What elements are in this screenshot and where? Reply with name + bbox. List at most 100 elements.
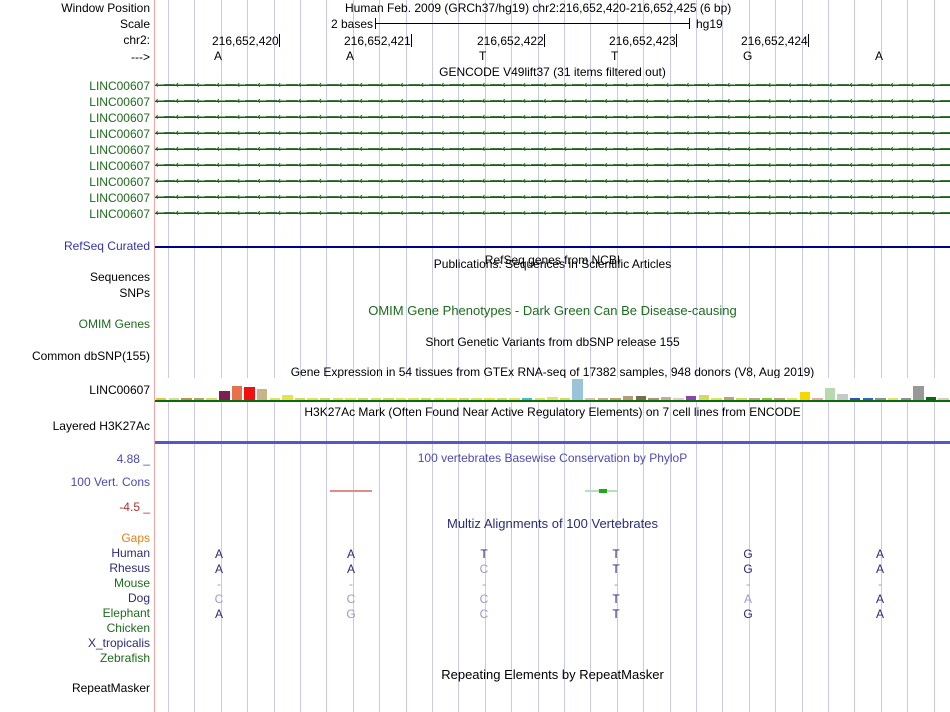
conservation-label[interactable]: 100 Vert. Cons — [70, 475, 150, 489]
gtex-tissue-bar[interactable] — [383, 398, 394, 400]
gtex-tissue-bar[interactable] — [206, 398, 217, 400]
gtex-tissue-bar[interactable] — [736, 398, 747, 400]
gtex-tissue-bar[interactable] — [534, 398, 545, 400]
repeatmasker-label[interactable]: RepeatMasker — [71, 681, 150, 695]
species-label-chicken[interactable]: Chicken — [106, 621, 150, 635]
dbsnp-label[interactable]: Common dbSNP(155) — [31, 349, 150, 363]
species-label-human[interactable]: Human — [111, 546, 150, 560]
gtex-tissue-bar[interactable] — [774, 398, 785, 400]
gtex-tissue-bar[interactable] — [660, 397, 672, 400]
gtex-tissue-bar[interactable] — [812, 398, 823, 400]
gtex-tissue-bar[interactable] — [900, 398, 911, 400]
gtex-tissue-bar[interactable] — [723, 397, 735, 400]
gtex-tissue-bar[interactable] — [610, 398, 621, 400]
gtex-tissue-bar[interactable] — [622, 396, 634, 400]
gtex-tissue-bar[interactable] — [294, 398, 306, 400]
gtex-tissue-bar[interactable] — [357, 398, 369, 400]
species-label-mouse[interactable]: Mouse — [113, 576, 150, 590]
gtex-tissue-bar[interactable] — [761, 398, 773, 400]
gtex-tissue-bar[interactable] — [686, 396, 697, 400]
conservation-plot[interactable] — [155, 443, 950, 515]
gtex-tissue-bar[interactable] — [786, 398, 798, 400]
gtex-tissue-bar[interactable] — [521, 398, 533, 400]
gtex-tissue-bar[interactable] — [850, 398, 861, 400]
gtex-tissue-bar[interactable] — [862, 398, 874, 400]
gtex-tissue-bar[interactable] — [913, 386, 924, 400]
gencode-gene-label[interactable]: LINC00607 — [89, 207, 150, 221]
gtex-tissue-bar[interactable] — [345, 398, 356, 400]
gtex-tissue-bar[interactable] — [887, 398, 899, 400]
gencode-gene-label[interactable]: LINC00607 — [89, 191, 150, 205]
gtex-tissue-bar[interactable] — [698, 395, 710, 400]
gtex-tissue-bar[interactable] — [484, 398, 495, 400]
gtex-tissue-bar[interactable] — [256, 389, 268, 400]
gtex-tissue-bar[interactable] — [370, 398, 381, 400]
gencode-gene-label[interactable]: LINC00607 — [89, 111, 150, 125]
gencode-gene-label[interactable]: LINC00607 — [89, 159, 150, 173]
gencode-gene-row[interactable]: ←──←──←──←──←──←──←──←──←──←──←──←──←──←… — [155, 111, 950, 124]
gencode-gene-label[interactable]: LINC00607 — [89, 175, 150, 189]
gtex-tissue-bar[interactable] — [711, 398, 722, 400]
gtex-tissue-bar[interactable] — [559, 398, 571, 400]
gtex-tissue-bar[interactable] — [875, 398, 886, 400]
gtex-tissue-bar[interactable] — [320, 398, 331, 400]
gencode-gene-row[interactable]: ←──←──←──←──←──←──←──←──←──←──←──←──←──←… — [155, 191, 950, 204]
gtex-tissue-bar[interactable] — [648, 398, 659, 400]
gtex-tissue-bar[interactable] — [837, 394, 848, 400]
gtex-tissue-bar[interactable] — [395, 398, 407, 400]
gtex-tissue-bar[interactable] — [673, 398, 684, 400]
gtex-tissue-bar[interactable] — [332, 398, 344, 400]
omim-label[interactable]: OMIM Genes — [78, 317, 150, 331]
gencode-gene-row[interactable]: ←──←──←──←──←──←──←──←──←──←──←──←──←──←… — [155, 79, 950, 92]
gtex-tissue-bar[interactable] — [219, 391, 230, 400]
gtex-tissue-bar[interactable] — [408, 398, 419, 400]
gtex-tissue-bar[interactable] — [597, 398, 609, 400]
gencode-gene-row[interactable]: ←──←──←──←──←──←──←──←──←──←──←──←──←──←… — [155, 143, 950, 156]
gtex-tissue-bar[interactable] — [421, 398, 432, 400]
gtex-tissue-bar[interactable] — [307, 398, 318, 400]
gtex-tissue-bar[interactable] — [282, 395, 293, 400]
gtex-tissue-bar[interactable] — [799, 392, 810, 400]
gencode-gene-label[interactable]: LINC00607 — [89, 143, 150, 157]
species-label-elephant[interactable]: Elephant — [102, 606, 150, 620]
gtex-tissue-bar[interactable] — [749, 398, 760, 400]
gtex-tissue-bar[interactable] — [925, 397, 937, 400]
gencode-gene-row[interactable]: ←──←──←──←──←──←──←──←──←──←──←──←──←──←… — [155, 159, 950, 172]
gencode-gene-label[interactable]: LINC00607 — [89, 95, 150, 109]
gencode-gene-row[interactable]: ←──←──←──←──←──←──←──←──←──←──←──←──←──←… — [155, 127, 950, 140]
gtex-tissue-bar[interactable] — [572, 379, 583, 400]
gencode-gene-row[interactable]: ←──←──←──←──←──←──←──←──←──←──←──←──←──←… — [155, 175, 950, 188]
gencode-gene-row[interactable]: ←──←──←──←──←──←──←──←──←──←──←──←──←──←… — [155, 95, 950, 108]
gtex-label[interactable]: LINC00607 — [89, 383, 150, 397]
gencode-gene-row[interactable]: ←──←──←──←──←──←──←──←──←──←──←──←──←──←… — [155, 207, 950, 220]
species-label-zebrafish[interactable]: Zebrafish — [99, 651, 150, 665]
species-label-x_tropicalis[interactable]: X_tropicalis — [87, 636, 150, 650]
gtex-tissue-bar[interactable] — [156, 398, 167, 400]
gtex-tissue-bar[interactable] — [193, 398, 205, 400]
gtex-tissue-bar[interactable] — [168, 398, 180, 400]
gencode-gene-label[interactable]: LINC00607 — [89, 127, 150, 141]
gtex-tissue-bar[interactable] — [231, 386, 243, 400]
snps-label[interactable]: SNPs — [119, 286, 150, 300]
gtex-tissue-bar[interactable] — [269, 398, 280, 400]
gtex-tissue-bar[interactable] — [496, 398, 508, 400]
refseq-label[interactable]: RefSeq Curated — [63, 239, 150, 253]
gtex-tissue-bar[interactable] — [181, 398, 192, 400]
h3k27ac-label[interactable]: Layered H3K27Ac — [52, 419, 150, 433]
gtex-tissue-bar[interactable] — [585, 398, 596, 400]
species-label-dog[interactable]: Dog — [127, 591, 150, 605]
gtex-tissue-bar[interactable] — [938, 398, 949, 400]
gencode-gene-label[interactable]: LINC00607 — [89, 79, 150, 93]
gtex-expression-barchart[interactable] — [155, 378, 950, 400]
gtex-tissue-bar[interactable] — [471, 398, 482, 400]
gaps-label[interactable]: Gaps — [121, 531, 150, 545]
gtex-tissue-bar[interactable] — [509, 398, 520, 400]
gtex-tissue-bar[interactable] — [433, 398, 445, 400]
gtex-tissue-bar[interactable] — [446, 398, 457, 400]
gtex-tissue-bar[interactable] — [635, 396, 646, 400]
gtex-tissue-bar[interactable] — [824, 388, 836, 400]
gtex-tissue-bar[interactable] — [547, 397, 558, 400]
gtex-tissue-bar[interactable] — [244, 387, 255, 400]
publications-label[interactable]: Sequences — [89, 270, 150, 284]
gtex-tissue-bar[interactable] — [458, 398, 470, 400]
